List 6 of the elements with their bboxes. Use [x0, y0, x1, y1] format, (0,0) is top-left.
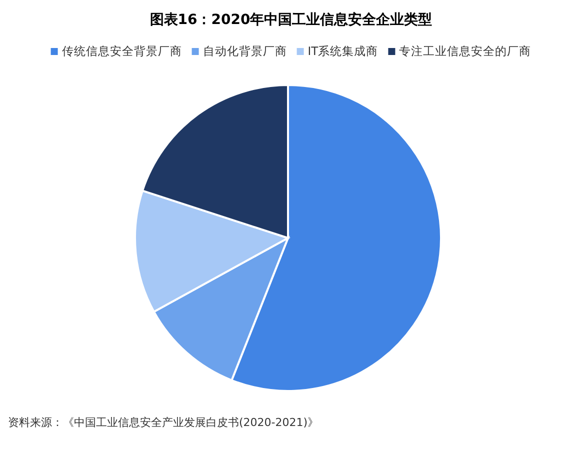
- text: 资料来源：《中国工业信息安全产业发展白皮书(2020-2021)》: [8, 416, 319, 429]
- legend-label: 传统信息安全背景厂商: [62, 44, 182, 58]
- legend-label: IT系统集成商: [308, 44, 378, 58]
- legend-label: 自动化背景厂商: [202, 44, 287, 58]
- legend-label: 专注工业信息安全的厂商: [399, 44, 532, 58]
- chart-title: 图表16：2020年中国工业信息安全企业类型: [150, 11, 432, 28]
